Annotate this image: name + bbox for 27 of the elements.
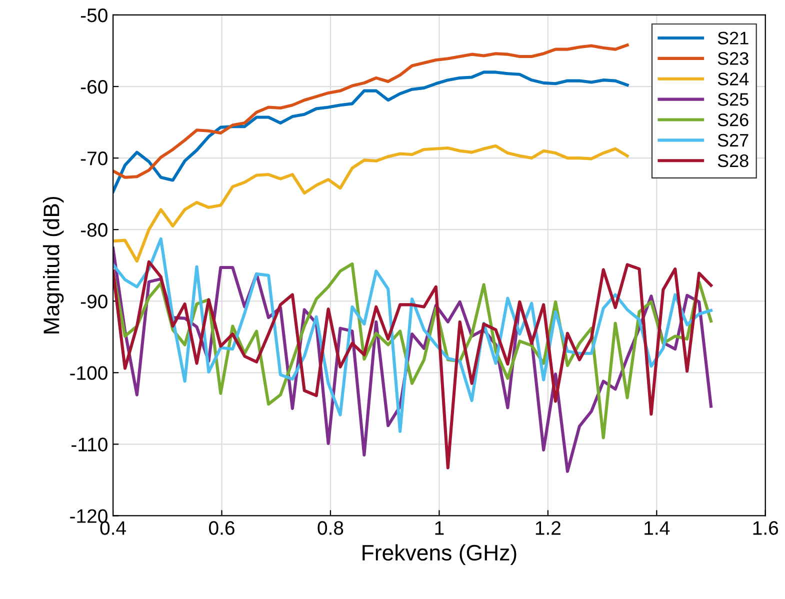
y-tick-label: -70 — [80, 152, 108, 166]
x-axis-title: Frekvens (GHz) — [362, 544, 516, 565]
x-tick-label: 1 — [435, 521, 444, 535]
x-tick-label: 1.6 — [753, 521, 778, 535]
y-tick-label: -80 — [80, 223, 108, 237]
y-tick-label: -110 — [72, 438, 108, 452]
legend-label: S27 — [718, 134, 748, 147]
y-tick-label: -60 — [80, 80, 108, 94]
line-series — [113, 144, 629, 263]
y-axis-title: Magnitud (dB) — [42, 196, 64, 334]
y-tick-label: -90 — [80, 294, 108, 308]
line-series — [113, 70, 629, 194]
legend-label: S23 — [718, 52, 748, 65]
x-tick-label: 0.6 — [209, 521, 234, 535]
x-tick-label: 1.2 — [536, 521, 560, 535]
x-tick-label: 0.8 — [318, 521, 344, 535]
legend-label: S21 — [718, 32, 748, 44]
legend-label: S24 — [718, 72, 749, 86]
line-series — [113, 43, 629, 179]
legend-label: S26 — [718, 113, 748, 126]
y-tick-label: -100 — [70, 366, 108, 380]
x-tick-label: 0.4 — [100, 521, 126, 535]
x-tick-label: 1.4 — [644, 521, 670, 535]
y-tick-label: -120 — [70, 509, 108, 523]
legend-label: S25 — [718, 93, 748, 106]
y-tick-label: -50 — [80, 8, 108, 22]
legend-label: S28 — [718, 154, 748, 168]
